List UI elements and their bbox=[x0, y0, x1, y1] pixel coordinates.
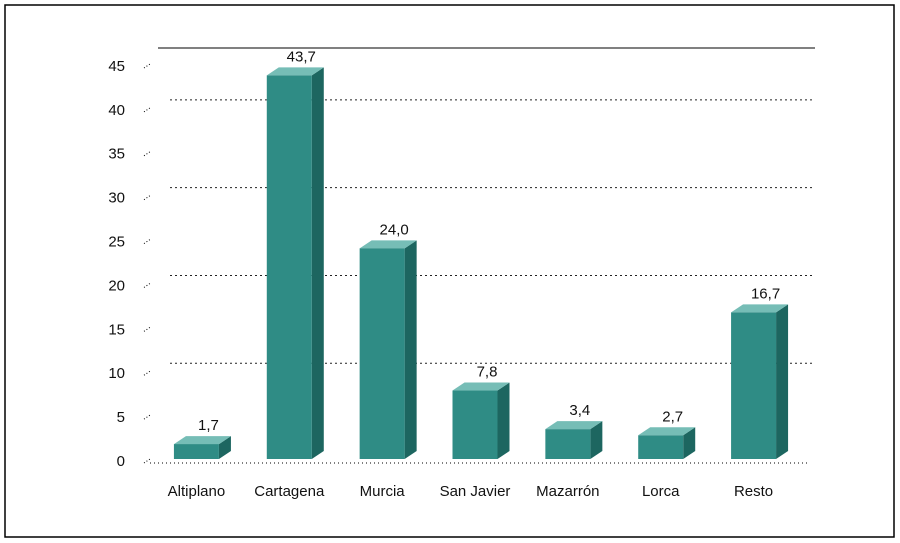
x-tick-label: Altiplano bbox=[168, 483, 226, 500]
y-tick-label: 0 bbox=[117, 453, 125, 470]
bar bbox=[359, 240, 417, 459]
value-label: 7,8 bbox=[477, 364, 498, 381]
tick-mark bbox=[143, 195, 151, 201]
tick-mark bbox=[143, 151, 151, 157]
x-tick-label: Cartagena bbox=[254, 483, 325, 500]
value-label: 2,7 bbox=[662, 408, 683, 425]
x-tick-label: Resto bbox=[734, 483, 773, 500]
value-label: 3,4 bbox=[569, 402, 590, 419]
y-tick-label: 15 bbox=[108, 321, 125, 338]
tick-mark bbox=[143, 458, 151, 464]
bar bbox=[731, 304, 789, 459]
tick-mark bbox=[143, 239, 151, 244]
y-tick-label: 35 bbox=[108, 146, 125, 163]
x-tick-label: Lorca bbox=[642, 483, 680, 500]
frame bbox=[4, 4, 895, 538]
tick-mark bbox=[143, 63, 151, 69]
value-label: 1,7 bbox=[198, 417, 219, 434]
bar bbox=[173, 436, 231, 459]
x-tick-label: San Javier bbox=[440, 483, 511, 500]
y-tick-label: 45 bbox=[108, 58, 125, 75]
bar bbox=[545, 421, 603, 459]
value-label: 43,7 bbox=[287, 48, 316, 65]
y-tick-label: 25 bbox=[108, 234, 125, 251]
bar bbox=[638, 427, 696, 459]
tick-mark bbox=[143, 414, 151, 420]
value-label: 24,0 bbox=[380, 221, 409, 238]
y-tick-label: 30 bbox=[108, 190, 125, 207]
bar bbox=[452, 382, 510, 459]
tick-mark bbox=[143, 107, 151, 113]
y-tick-label: 40 bbox=[108, 102, 125, 119]
x-tick-label: Mazarrón bbox=[536, 483, 599, 500]
y-tick-label: 10 bbox=[108, 365, 125, 382]
x-tick-label: Murcia bbox=[360, 483, 406, 500]
y-tick-label: 5 bbox=[117, 409, 125, 426]
value-label: 16,7 bbox=[751, 285, 780, 302]
y-tick-label: 20 bbox=[108, 277, 125, 294]
tick-mark bbox=[143, 326, 151, 332]
tick-mark bbox=[143, 370, 151, 376]
tick-mark bbox=[143, 283, 151, 288]
bar bbox=[266, 67, 324, 460]
